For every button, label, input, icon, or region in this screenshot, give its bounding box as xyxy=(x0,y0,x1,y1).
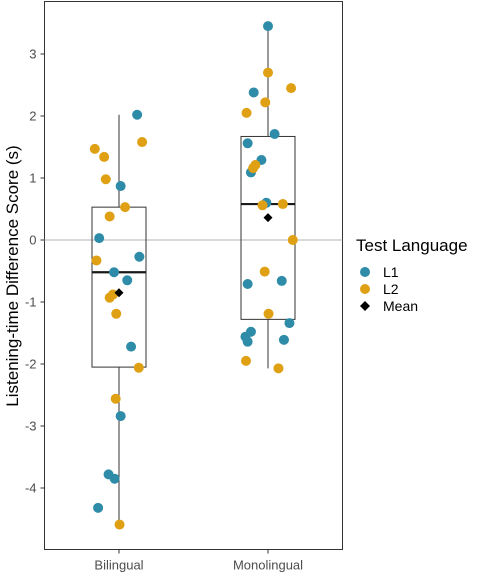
data-point-l1 xyxy=(278,334,289,345)
data-point-l2 xyxy=(260,97,271,108)
y-tick-label: 0 xyxy=(29,233,36,248)
data-point-l1 xyxy=(242,279,253,290)
data-point-l2 xyxy=(133,362,144,373)
data-point-l1 xyxy=(94,233,105,244)
data-point-l2 xyxy=(273,363,284,374)
legend-label-mean: Mean xyxy=(383,298,418,314)
data-point-l1 xyxy=(109,473,120,484)
y-axis: -4 -3 -2 -1 0 1 2 3 xyxy=(25,47,45,496)
data-point-l1 xyxy=(115,181,126,192)
mean-marker xyxy=(114,288,124,298)
y-tick-label: -2 xyxy=(25,357,37,372)
mean-marker xyxy=(263,213,273,223)
data-point-l1 xyxy=(242,138,253,149)
data-point-l2 xyxy=(120,202,131,213)
data-point-l2 xyxy=(287,235,298,245)
data-point-l1 xyxy=(109,267,120,278)
y-tick-label: 2 xyxy=(29,109,36,124)
y-tick-label: 1 xyxy=(29,171,36,186)
data-point-l2 xyxy=(110,393,121,404)
data-point-l2 xyxy=(248,163,259,174)
data-point-l2 xyxy=(286,83,297,94)
data-point-l2 xyxy=(257,200,268,211)
x-tick-label: Monolingual xyxy=(233,558,303,573)
legend-label-l2: L2 xyxy=(383,281,399,297)
data-point-l2 xyxy=(89,143,100,154)
data-point-l1 xyxy=(248,87,259,98)
box-iqr xyxy=(91,206,147,368)
y-tick-label: -1 xyxy=(25,295,37,310)
data-point-l1 xyxy=(132,109,143,120)
data-point-l2 xyxy=(277,199,288,210)
legend-label-l1: L1 xyxy=(383,264,399,280)
legend-key-l1 xyxy=(360,267,370,277)
data-point-l1 xyxy=(126,341,137,352)
data-point-l1 xyxy=(269,128,280,139)
y-axis-title: Listening-time Difference Score (s) xyxy=(3,145,22,406)
data-point-l2 xyxy=(241,355,251,366)
data-point-l1 xyxy=(284,318,295,329)
data-point-l2 xyxy=(259,266,270,277)
plot-panel-border xyxy=(44,1,343,550)
data-point-l2 xyxy=(99,151,110,162)
points-layer xyxy=(89,21,298,530)
data-point-l2 xyxy=(104,211,115,222)
data-point-l2 xyxy=(263,308,274,319)
legend-key-mean xyxy=(360,301,370,311)
boxes-layer xyxy=(91,26,296,526)
data-point-l2 xyxy=(137,137,148,148)
data-point-l2 xyxy=(104,292,115,303)
data-point-l1 xyxy=(93,502,104,513)
data-point-l2 xyxy=(114,519,125,530)
data-point-l2 xyxy=(91,255,102,266)
means-layer xyxy=(114,213,273,298)
data-point-l2 xyxy=(241,107,252,118)
data-point-l1 xyxy=(122,275,133,286)
data-point-l1 xyxy=(263,21,273,32)
data-point-l2 xyxy=(111,308,122,319)
data-point-l2 xyxy=(100,174,111,185)
y-tick-label: -3 xyxy=(25,419,37,434)
data-point-l1 xyxy=(115,411,126,422)
data-point-l1 xyxy=(276,275,287,286)
data-point-l1 xyxy=(242,336,253,347)
y-tick-label: -4 xyxy=(25,481,37,496)
legend-key-l2 xyxy=(360,284,370,294)
data-point-l2 xyxy=(263,67,273,78)
data-point-l1 xyxy=(134,251,145,262)
y-tick-label: 3 xyxy=(29,47,36,62)
x-tick-label: Bilingual xyxy=(94,558,143,573)
x-axis: Bilingual Monolingual xyxy=(94,549,303,573)
box-iqr xyxy=(240,135,296,320)
legend-title: Test Language xyxy=(356,236,468,255)
